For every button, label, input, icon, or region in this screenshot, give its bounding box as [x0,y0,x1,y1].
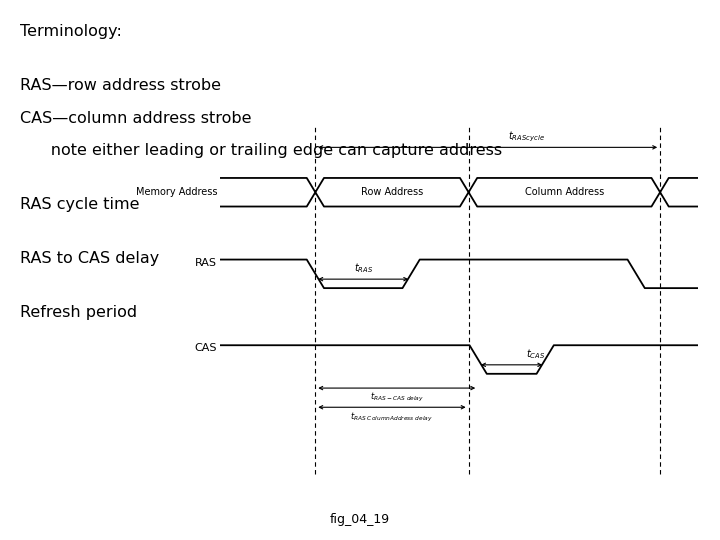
Text: $t_{CAS}$: $t_{CAS}$ [526,347,545,361]
Text: RAS cycle time: RAS cycle time [20,197,140,212]
Text: $t_{RAScy cle}$: $t_{RAScy cle}$ [508,130,544,144]
Text: RAS to CAS delay: RAS to CAS delay [20,251,159,266]
Text: Memory Address: Memory Address [135,187,217,197]
Text: note either leading or trailing edge can capture address: note either leading or trailing edge can… [20,143,503,158]
Text: $t_{RAS\ Column Address\ delay}$: $t_{RAS\ Column Address\ delay}$ [351,410,433,423]
Text: Column Address: Column Address [525,187,604,197]
Text: Refresh period: Refresh period [20,305,138,320]
Text: $t_{RAS-CAS\ delay}$: $t_{RAS-CAS\ delay}$ [369,392,424,404]
Text: $t_{RAS}$: $t_{RAS}$ [354,261,373,275]
Text: Terminology:: Terminology: [20,24,122,39]
Text: CAS: CAS [194,343,217,353]
Text: Row Address: Row Address [361,187,423,197]
Text: CAS—column address strobe: CAS—column address strobe [20,111,252,126]
Text: RAS—row address strobe: RAS—row address strobe [20,78,221,93]
Text: fig_04_19: fig_04_19 [330,514,390,526]
Text: RAS: RAS [195,258,217,268]
